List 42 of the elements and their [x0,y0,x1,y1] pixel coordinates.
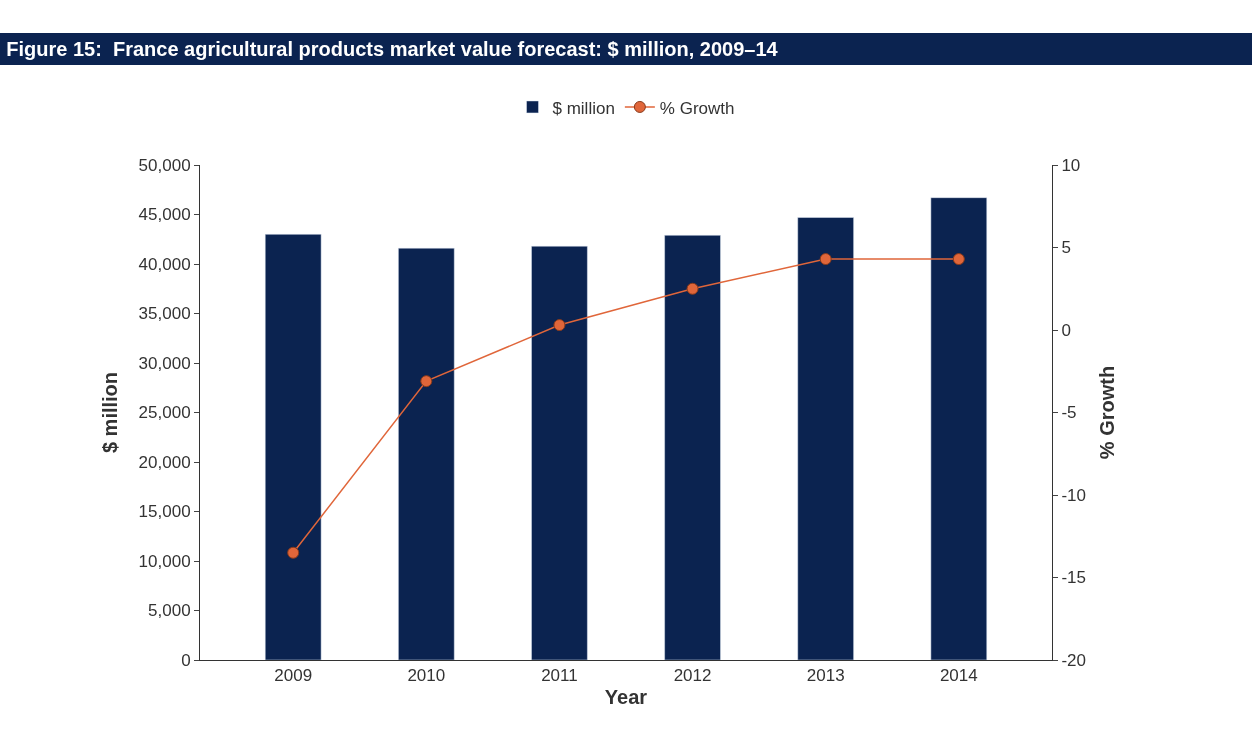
y2-tick-label: 0 [1061,320,1071,340]
bar [264,234,322,660]
y-tick-label: 30,000 [138,353,191,373]
y-axis-title: $ million [99,371,122,454]
point [686,282,699,295]
y2-tick-label: 5 [1061,238,1071,258]
point [420,375,433,388]
point [819,253,832,266]
y-tick-label: 10,000 [138,551,191,571]
x-axis-title: Year [604,685,648,708]
y-tick-label: 35,000 [138,304,191,324]
x-tick-label: 2011 [541,666,578,686]
point [553,319,566,332]
x-tick-label: 2012 [673,666,712,686]
x-tick-label: 2010 [407,666,446,686]
bar [531,245,588,660]
y2-tick-label: -20 [1061,650,1086,670]
legend-label: $ million [552,98,615,118]
y-tick-label: 20,000 [138,452,191,472]
bar [398,247,455,660]
y2-tick-label: -10 [1061,485,1086,505]
y-tick-label: 5,000 [148,601,191,621]
chart-title: Figure 15: France agricultural products market value forecast: $ million, 2009–14 [6,37,779,60]
legend-label: % Growth [659,98,735,118]
y-tick-label: 0 [181,650,191,670]
bar [797,217,854,660]
y2-tick-label: -5 [1061,403,1077,423]
y-tick-label: 40,000 [138,254,191,274]
point [287,546,300,559]
y-tick-label: 25,000 [138,403,191,423]
y-tick-label: 45,000 [138,205,191,225]
bar [664,235,721,660]
x-tick-label: 2013 [806,666,845,686]
y-tick-label: 50,000 [138,155,191,175]
point [952,253,965,266]
y2-tick-label: -15 [1061,568,1086,588]
y2-axis-title: % Growth [1096,365,1119,460]
y-tick-label: 15,000 [138,502,191,522]
x-tick-label: 2014 [939,666,978,686]
x-tick-label: 2009 [274,666,313,686]
y2-tick-label: 10 [1061,155,1081,175]
bar [930,197,988,660]
